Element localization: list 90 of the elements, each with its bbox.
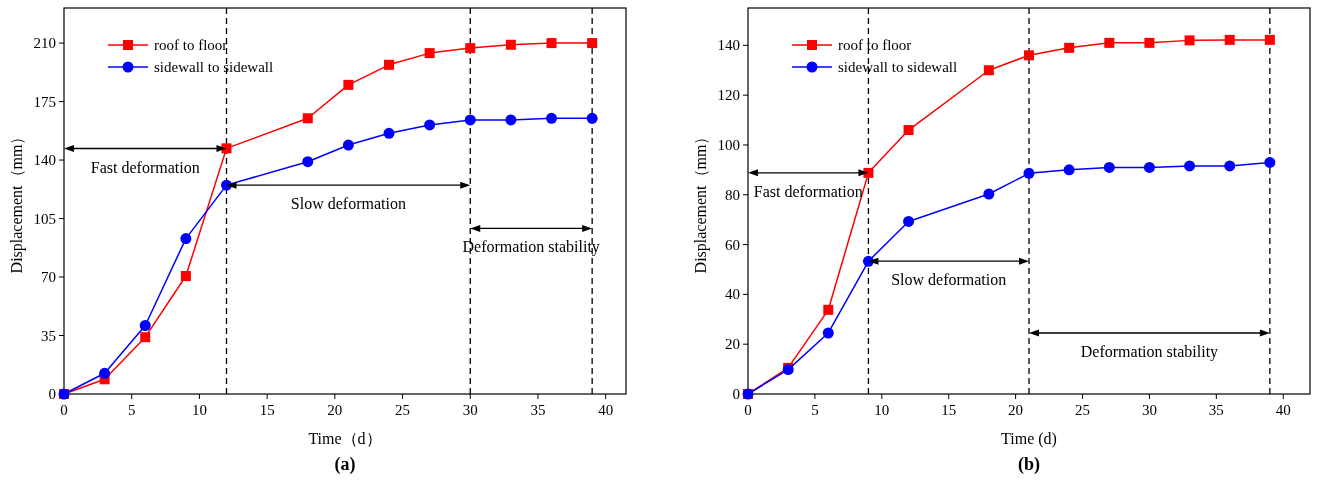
x-tick-label: 20 bbox=[1008, 402, 1024, 418]
legend-label: sidewall to sidewall bbox=[838, 59, 958, 75]
point bbox=[903, 125, 914, 136]
x-tick-label: 35 bbox=[1208, 402, 1224, 418]
y-tick-label: 40 bbox=[725, 286, 740, 303]
x-tick-label: 40 bbox=[598, 402, 614, 418]
x-tick-label: 0 bbox=[60, 402, 68, 418]
x-tick-label: 5 bbox=[127, 402, 136, 418]
point bbox=[505, 39, 516, 50]
legend-label: sidewall to sidewall bbox=[154, 59, 274, 75]
point bbox=[546, 38, 557, 49]
point bbox=[1143, 161, 1155, 173]
point bbox=[465, 43, 476, 54]
x-tick-label: 10 bbox=[874, 402, 890, 418]
text: (a) bbox=[334, 454, 356, 475]
point bbox=[139, 319, 151, 331]
point bbox=[1264, 156, 1276, 168]
x-tick-label: 25 bbox=[395, 402, 411, 418]
point bbox=[983, 188, 995, 200]
annotation: Fast deformation bbox=[90, 158, 200, 176]
point bbox=[1064, 42, 1075, 53]
x-tick-label: 5 bbox=[811, 402, 819, 418]
point bbox=[546, 112, 558, 124]
point bbox=[221, 143, 232, 154]
point bbox=[586, 112, 598, 124]
x-axis-title: Time（d） bbox=[308, 430, 382, 447]
point bbox=[903, 215, 915, 227]
annotation: Slow deformation bbox=[290, 195, 406, 213]
y-tick-label: 105 bbox=[33, 210, 56, 227]
annotation: Slow deformation bbox=[891, 271, 1007, 289]
point bbox=[1144, 37, 1155, 48]
y-tick-label: 100 bbox=[717, 136, 740, 153]
x-tick-label: 10 bbox=[191, 402, 207, 418]
point bbox=[587, 38, 598, 49]
point bbox=[983, 65, 994, 76]
annotation: Deformation stability bbox=[1080, 343, 1219, 362]
point bbox=[1224, 34, 1235, 45]
point bbox=[1023, 167, 1035, 179]
point bbox=[1104, 37, 1115, 48]
point bbox=[383, 127, 395, 139]
y-tick-label: 175 bbox=[33, 93, 56, 110]
point bbox=[424, 48, 435, 59]
point bbox=[384, 59, 395, 70]
point bbox=[302, 113, 313, 124]
y-tick-label: 140 bbox=[717, 37, 740, 54]
x-tick-label: 0 bbox=[744, 402, 752, 418]
point bbox=[180, 271, 191, 282]
y-tick-label: 120 bbox=[717, 87, 740, 104]
point bbox=[302, 156, 314, 168]
point bbox=[180, 233, 192, 245]
x-axis-title: Time (d) bbox=[1001, 430, 1057, 448]
y-tick-label: 0 bbox=[732, 386, 740, 402]
x-tick-label: 15 bbox=[259, 402, 275, 418]
x-tick-label: 20 bbox=[327, 402, 343, 418]
x-tick-label: 35 bbox=[530, 402, 546, 418]
point bbox=[1063, 164, 1075, 176]
x-tick-label: 25 bbox=[1075, 402, 1091, 418]
point bbox=[823, 304, 834, 315]
x-tick-label: 30 bbox=[462, 402, 478, 418]
point bbox=[822, 327, 834, 339]
point bbox=[343, 79, 354, 90]
text: (b) bbox=[1018, 454, 1040, 475]
point bbox=[342, 139, 354, 151]
annotation: Deformation stability bbox=[462, 238, 600, 257]
point bbox=[424, 119, 436, 131]
point bbox=[505, 114, 517, 126]
point bbox=[1024, 50, 1034, 61]
point bbox=[1103, 161, 1115, 173]
legend-label: roof to floor bbox=[154, 37, 228, 53]
y-tick-label: 35 bbox=[41, 327, 56, 344]
point bbox=[1184, 160, 1196, 172]
point bbox=[1264, 34, 1275, 45]
y-tick-label: 210 bbox=[33, 35, 56, 52]
x-tick-label: 40 bbox=[1275, 402, 1291, 418]
y-tick-label: 0 bbox=[48, 386, 56, 402]
annotation: Fast deformation bbox=[753, 182, 863, 200]
point bbox=[99, 367, 111, 379]
y-tick-label: 70 bbox=[41, 269, 56, 286]
point bbox=[140, 332, 151, 343]
y-tick-label: 80 bbox=[725, 186, 740, 203]
y-tick-label: 20 bbox=[725, 336, 740, 353]
x-tick-label: 30 bbox=[1141, 402, 1157, 418]
point bbox=[464, 114, 476, 126]
y-axis-title: Displacement（mm） bbox=[692, 128, 710, 274]
x-tick-label: 15 bbox=[941, 402, 957, 418]
point bbox=[1224, 160, 1236, 172]
y-axis-title: Displacement（mm） bbox=[8, 128, 26, 274]
y-tick-label: 140 bbox=[33, 152, 56, 169]
y-tick-label: 60 bbox=[725, 236, 740, 253]
point bbox=[1184, 35, 1195, 46]
